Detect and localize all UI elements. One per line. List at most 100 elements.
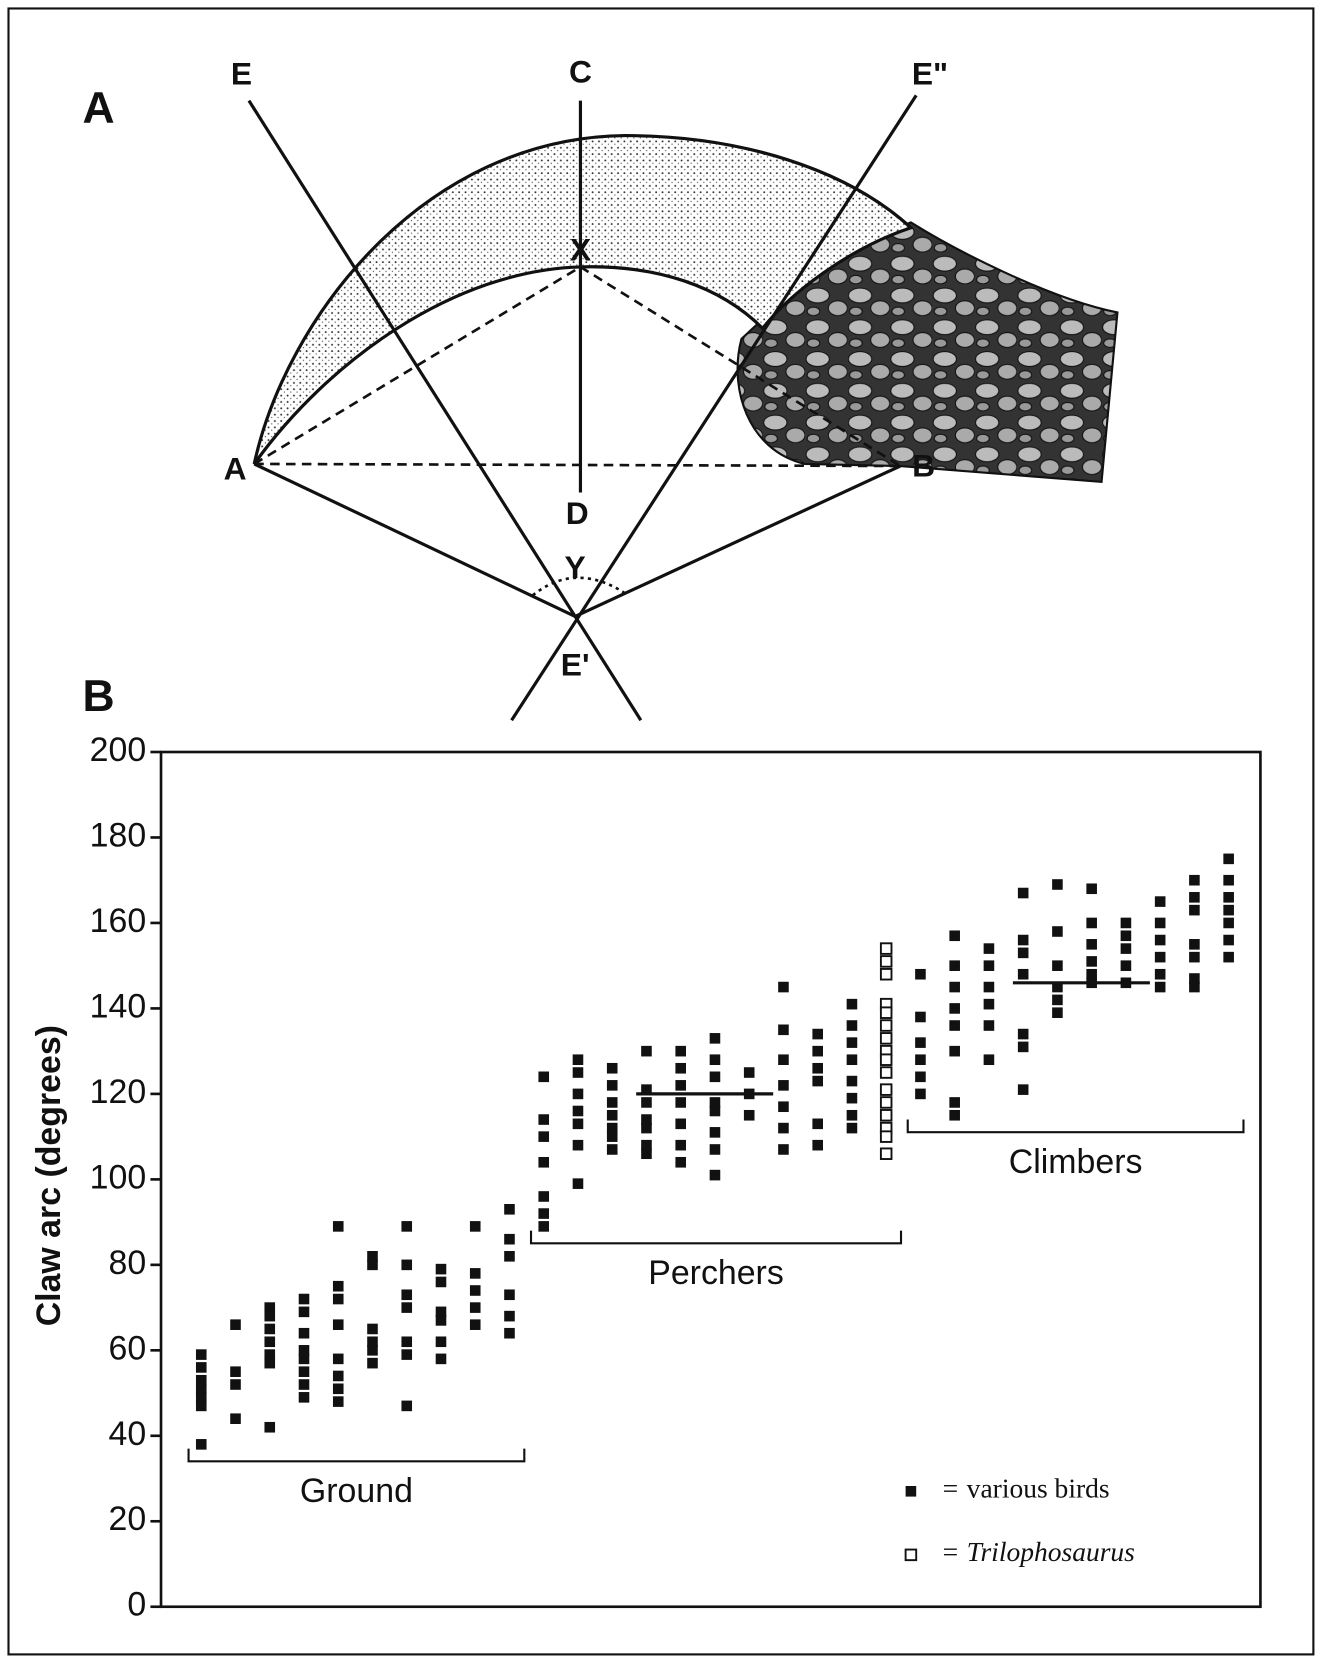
y-tick-label: 40 <box>109 1415 147 1453</box>
data-point <box>1052 926 1063 937</box>
data-point <box>812 1118 823 1130</box>
y-tick-label: 120 <box>90 1073 147 1111</box>
data-point <box>469 1319 481 1330</box>
data-point <box>572 1139 584 1151</box>
data-point <box>367 1259 378 1271</box>
data-point <box>606 1080 618 1091</box>
data-point <box>469 1268 481 1279</box>
data-point <box>332 1353 344 1365</box>
y-tick-label: 20 <box>109 1500 147 1538</box>
legend-sign: = <box>943 1473 959 1504</box>
legend-name: various birds <box>967 1473 1110 1504</box>
data-point <box>949 1045 960 1057</box>
data-point <box>879 967 893 981</box>
legend-entry: = various birds <box>943 1473 1110 1504</box>
data-point <box>298 1345 310 1356</box>
data-point <box>504 1233 515 1245</box>
data-point <box>572 1118 584 1130</box>
data-point <box>915 1011 926 1023</box>
data-point <box>332 1396 344 1407</box>
data-point <box>915 1037 926 1048</box>
data-point <box>298 1366 310 1377</box>
data-point <box>401 1400 413 1412</box>
data-point <box>879 1066 893 1079</box>
data-point <box>778 1144 789 1155</box>
y-tick-label: 180 <box>90 816 147 854</box>
frame <box>7 7 1315 1656</box>
data-point <box>778 1024 789 1036</box>
data-point <box>983 981 995 993</box>
data-point <box>778 1054 789 1066</box>
data-point <box>846 1054 858 1066</box>
data-point <box>230 1413 241 1424</box>
data-point <box>298 1353 310 1365</box>
data-point <box>538 1114 550 1125</box>
data-point <box>709 1127 721 1138</box>
data-point <box>298 1379 310 1390</box>
data-point <box>915 1071 926 1083</box>
y-tick-label: 100 <box>90 1158 147 1196</box>
data-point <box>1189 973 1200 984</box>
y-axis-label: Claw arc (degrees) <box>30 1025 68 1326</box>
data-point <box>1017 947 1029 959</box>
data-point <box>879 1130 893 1143</box>
data-point <box>675 1097 687 1108</box>
data-point <box>367 1336 378 1348</box>
data-point <box>1086 968 1097 980</box>
data-point <box>778 1080 789 1091</box>
group-label: Ground <box>300 1472 413 1510</box>
data-point <box>846 1075 858 1087</box>
group-bracket <box>187 1448 526 1463</box>
data-point <box>606 1122 618 1134</box>
data-point <box>1223 904 1234 916</box>
data-point <box>641 1084 652 1095</box>
data-point <box>675 1156 687 1168</box>
data-point <box>401 1302 413 1313</box>
data-point <box>230 1366 241 1377</box>
data-point <box>298 1306 310 1318</box>
data-point <box>367 1357 378 1369</box>
data-point <box>743 1067 755 1078</box>
data-point <box>1017 968 1029 980</box>
data-point <box>1189 904 1200 916</box>
data-point <box>264 1310 276 1322</box>
data-point <box>504 1289 515 1301</box>
data-point <box>435 1263 447 1275</box>
group-bracket <box>529 1230 903 1245</box>
data-point <box>195 1383 207 1395</box>
data-point <box>641 1122 652 1134</box>
data-point <box>401 1221 413 1232</box>
data-point <box>1017 1028 1029 1040</box>
data-point <box>504 1203 515 1215</box>
data-point <box>332 1319 344 1330</box>
data-point <box>606 1062 618 1074</box>
data-point <box>675 1139 687 1151</box>
data-point <box>879 1032 893 1045</box>
legend-sign: = <box>943 1536 959 1567</box>
data-point <box>606 1131 618 1142</box>
data-point <box>538 1208 550 1219</box>
data-point <box>1189 981 1200 993</box>
data-point <box>1189 951 1200 963</box>
data-point <box>1120 917 1132 929</box>
y-tick-label: 200 <box>90 731 147 769</box>
data-point <box>435 1276 447 1288</box>
data-point <box>949 1020 960 1031</box>
point-label: Y <box>565 549 586 585</box>
data-point <box>1086 956 1097 967</box>
data-point <box>846 1092 858 1104</box>
data-point <box>879 1083 893 1096</box>
data-point <box>606 1144 618 1155</box>
data-point <box>538 1156 550 1168</box>
data-point <box>778 1122 789 1134</box>
y-tick-label: 80 <box>109 1244 147 1282</box>
data-point <box>879 955 893 968</box>
data-point <box>401 1259 413 1271</box>
data-point <box>538 1191 550 1202</box>
data-point <box>195 1400 207 1412</box>
data-point <box>332 1383 344 1395</box>
data-point <box>1189 939 1200 950</box>
data-point <box>572 1088 584 1100</box>
data-point <box>504 1251 515 1262</box>
group-label: Perchers <box>648 1254 784 1292</box>
